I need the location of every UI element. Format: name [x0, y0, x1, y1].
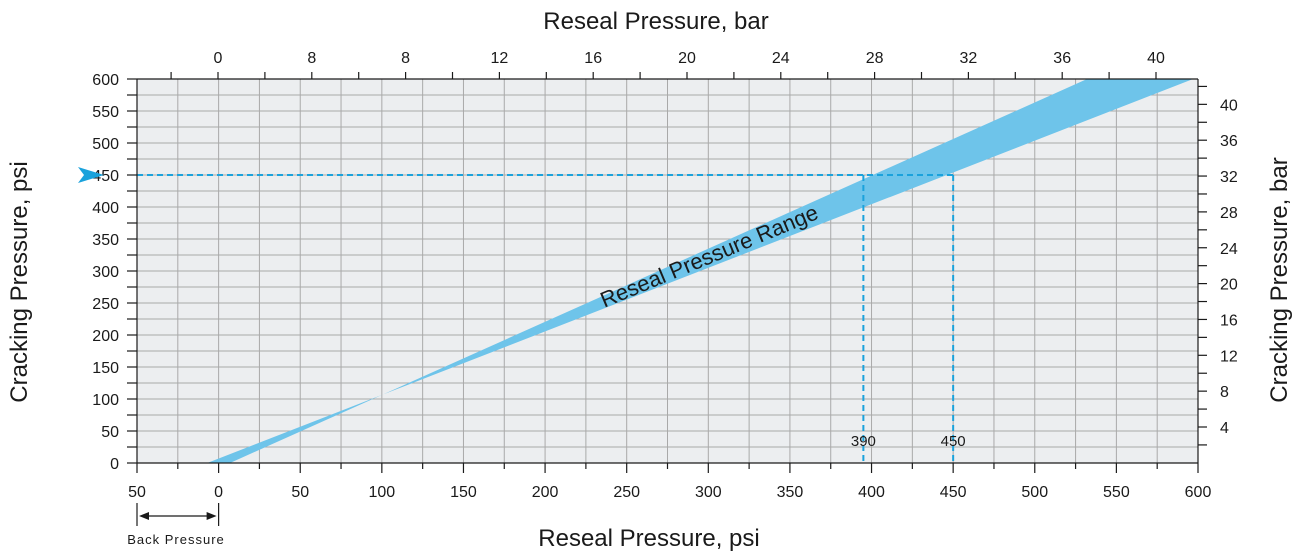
marker-arrow-icon: [78, 167, 104, 183]
x-bottom-tick-label: 600: [1185, 484, 1212, 501]
x-top-tick-label: 8: [401, 50, 410, 67]
y-left-tick-label: 500: [92, 136, 119, 153]
x-top-tick-label: 16: [584, 50, 602, 67]
x-top-tick-label: 8: [307, 50, 316, 67]
y-left-tick-label: 100: [92, 392, 119, 409]
x-top-tick-label: 32: [960, 50, 978, 67]
x-bottom-tick-label: 400: [858, 484, 885, 501]
y-left-tick-label: 600: [92, 72, 119, 89]
guide-label: 390: [851, 433, 876, 450]
band-layer: [207, 79, 1194, 463]
y-right-axis-title: Cracking Pressure, bar: [1266, 157, 1293, 402]
arrow-left-icon: [139, 512, 149, 520]
y-left-tick-label: 50: [101, 424, 119, 441]
x-top-tick-label: 12: [491, 50, 509, 67]
x-bottom-tick-label: 0: [214, 484, 223, 501]
x-top-axis-title: Reseal Pressure, bar: [543, 8, 768, 35]
x-bottom-tick-label: 350: [777, 484, 804, 501]
y-left-axis-title: Cracking Pressure, psi: [6, 161, 33, 402]
guide-layer: [137, 174, 955, 463]
grid-layer: [136, 78, 1199, 464]
y-right-tick-label: 4: [1220, 420, 1229, 437]
x-top-tick-label: 24: [772, 50, 790, 67]
y-right-tick-label: 32: [1220, 169, 1238, 186]
x-bottom-tick-label: 450: [940, 484, 967, 501]
arrow-right-icon: [206, 512, 217, 520]
x-top-tick-label: 0: [214, 50, 223, 67]
guide-label: 450: [941, 433, 966, 450]
y-right-tick-label: 12: [1220, 348, 1238, 365]
y-left-tick-label: 400: [92, 200, 119, 217]
reseal-pressure-band: [207, 79, 1194, 463]
x-bottom-tick-label: 50: [128, 484, 146, 501]
x-bottom-tick-label: 550: [1103, 484, 1130, 501]
y-right-tick-label: 8: [1220, 384, 1229, 401]
x-bottom-tick-label: 100: [368, 484, 395, 501]
x-bottom-tick-label: 500: [1021, 484, 1048, 501]
y-left-tick-label: 250: [92, 296, 119, 313]
y-left-tick-label: 150: [92, 360, 119, 377]
x-top-tick-label: 40: [1147, 50, 1165, 67]
y-left-tick-label: 350: [92, 232, 119, 249]
y-left-tick-label: 300: [92, 264, 119, 281]
x-bottom-tick-label: 250: [613, 484, 640, 501]
y-left-tick-label: 0: [110, 456, 119, 473]
y-left-tick-label: 450: [92, 168, 119, 185]
y-left-tick-label: 200: [92, 328, 119, 345]
y-right-tick-label: 16: [1220, 312, 1238, 329]
x-top-tick-label: 28: [866, 50, 884, 67]
y-right-tick-label: 36: [1220, 133, 1238, 150]
y-left-tick-label: 550: [92, 104, 119, 121]
x-bottom-tick-label: 50: [291, 484, 309, 501]
axis-layer: 50 0 50 100 150 200 250 300 350 400 450 500 550 60005…: [92, 50, 1238, 501]
y-right-tick-label: 20: [1220, 277, 1238, 294]
y-right-tick-label: 40: [1220, 97, 1238, 114]
y-right-tick-label: 24: [1220, 241, 1238, 258]
x-bottom-axis-title: Reseal Pressure, psi: [538, 525, 759, 552]
back-pressure-label: Back Pressure: [127, 532, 225, 547]
x-top-tick-label: 36: [1053, 50, 1071, 67]
y-right-tick-label: 28: [1220, 205, 1238, 222]
x-bottom-tick-label: 200: [532, 484, 559, 501]
x-bottom-tick-label: 300: [695, 484, 722, 501]
x-top-tick-label: 20: [678, 50, 696, 67]
x-bottom-tick-label: 150: [450, 484, 477, 501]
